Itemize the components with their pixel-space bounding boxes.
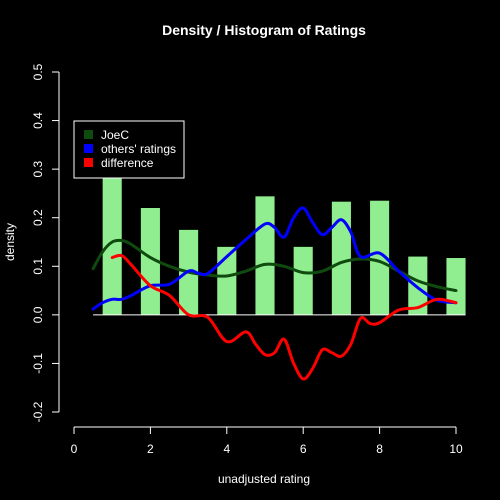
y-tick-label: 0.2 [31, 209, 45, 226]
x-tick-label: 4 [223, 442, 230, 456]
x-tick-label: 8 [376, 442, 383, 456]
axes-layer: 0 2 4 6 8 10 -0.2 -0.1 0.0 0.1 0.2 0.3 0.4 0.5 [31, 63, 463, 456]
histogram-bar [293, 246, 313, 315]
x-tick-label: 10 [449, 442, 463, 456]
histogram-bar [255, 196, 275, 315]
series-line-difference [110, 253, 458, 381]
chart-title: Density / Histogram of Ratings [162, 22, 366, 38]
y-tick-label: -0.2 [31, 401, 45, 422]
series-line-joec [91, 238, 458, 293]
legend-swatch-joec [84, 130, 93, 139]
y-tick-label: 0.5 [31, 63, 45, 80]
plot-layer [91, 174, 466, 381]
histogram-bar [446, 258, 466, 315]
y-tick-label: -0.1 [31, 353, 45, 374]
x-axis-label: unadjusted rating [218, 472, 310, 486]
x-tick-label: 6 [300, 442, 307, 456]
histogram-bar [217, 246, 237, 315]
legend-swatch-difference [84, 158, 93, 167]
histogram-bar [102, 174, 122, 315]
legend-label-difference: difference [101, 156, 154, 170]
y-tick-label: 0.0 [31, 306, 45, 323]
legend-swatch-others-ratings [84, 144, 93, 153]
legend-label-joec: JoeC [101, 128, 129, 142]
histogram-bar [370, 200, 390, 315]
x-tick-label: 2 [147, 442, 154, 456]
histogram-bar [408, 256, 428, 315]
y-tick-label: 0.1 [31, 258, 45, 275]
x-tick-label: 0 [71, 442, 78, 456]
histogram-bar [331, 201, 351, 315]
series-line-others-ratings [91, 206, 458, 311]
y-tick-label: 0.3 [31, 160, 45, 177]
y-tick-label: 0.4 [31, 112, 45, 129]
legend-label-others-ratings: others' ratings [101, 142, 176, 156]
y-axis-label: density [3, 223, 17, 261]
